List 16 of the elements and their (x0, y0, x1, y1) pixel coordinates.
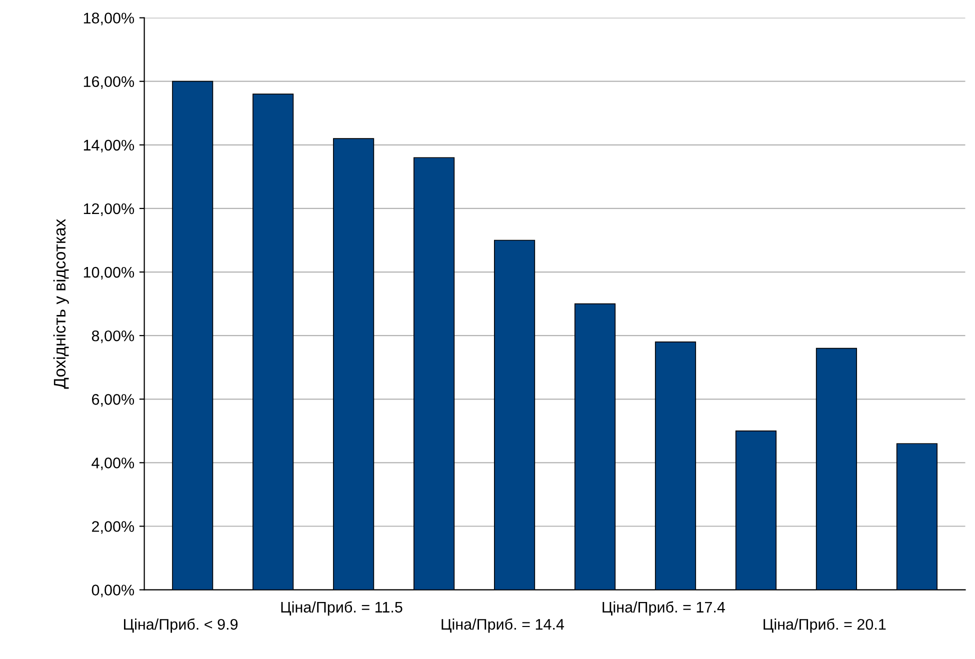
x-tick-label: Ціна/Приб. = 17.4 (602, 601, 725, 616)
y-tick-label: 2,00% (92, 521, 134, 534)
y-axis-title: Дохідність у відсотках (53, 218, 69, 389)
y-tick-label: 14,00% (84, 140, 134, 152)
y-tick-label: 18,00% (84, 12, 134, 26)
y-tick-label: 12,00% (84, 203, 134, 216)
x-tick-label: Ціна/Приб. = 20.1 (764, 618, 886, 633)
x-tick-label: Ціна/Приб. = 11.5 (281, 601, 402, 616)
x-tick-label: Ціна/Приб. = 14.4 (442, 618, 564, 633)
y-tick-label: 6,00% (92, 394, 134, 407)
y-tick-label: 4,00% (92, 458, 134, 470)
x-tick-label: Ціна/Приб. < 9.9 (124, 618, 238, 633)
y-tick-label: 16,00% (84, 76, 134, 89)
y-tick-label: 0,00% (92, 584, 134, 598)
y-tick-label: 8,00% (92, 330, 134, 344)
y-tick-label: 10,00% (84, 266, 134, 280)
